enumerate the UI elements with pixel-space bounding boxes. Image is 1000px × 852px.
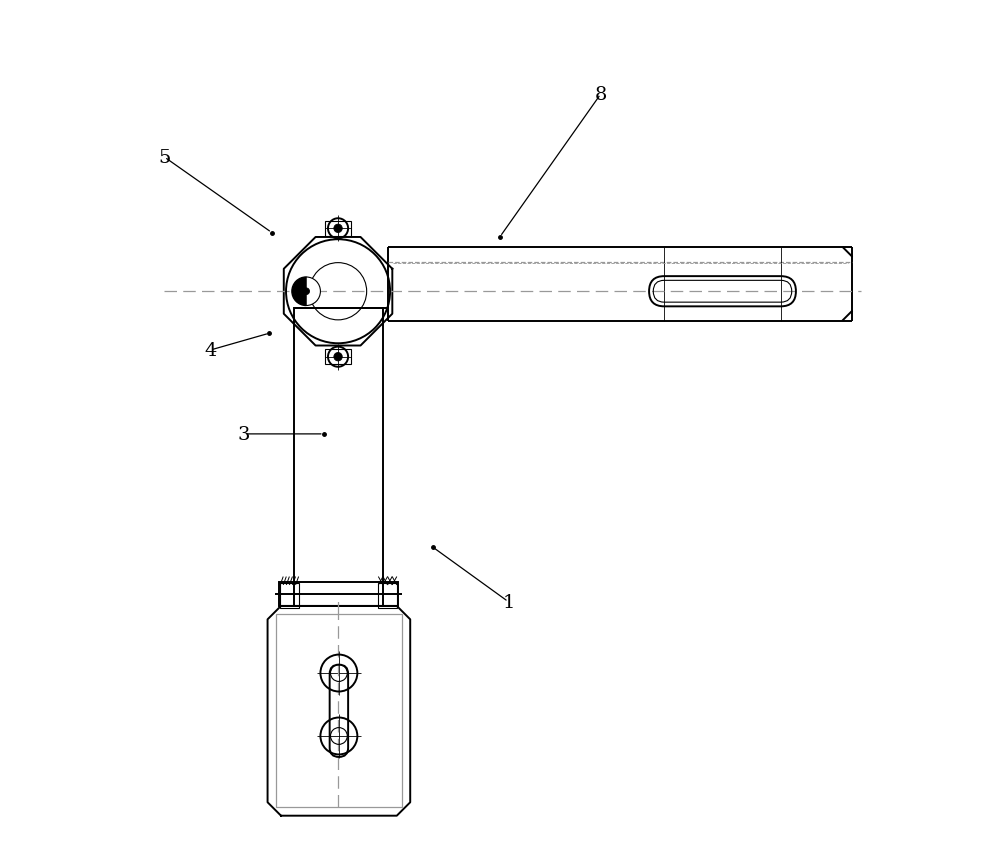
Bar — [325, 222, 351, 237]
Bar — [279, 583, 398, 606]
Text: 1: 1 — [502, 593, 515, 611]
Text: 8: 8 — [595, 86, 607, 104]
Text: 3: 3 — [238, 425, 250, 443]
Wedge shape — [306, 278, 320, 306]
Circle shape — [334, 225, 342, 233]
Bar — [294, 308, 383, 606]
Circle shape — [303, 289, 310, 296]
Circle shape — [334, 353, 342, 361]
Bar — [276, 614, 402, 808]
Bar — [325, 349, 351, 365]
Wedge shape — [292, 278, 306, 306]
Bar — [378, 584, 397, 607]
Text: 4: 4 — [204, 342, 217, 360]
Bar — [280, 584, 299, 607]
Text: 5: 5 — [158, 149, 171, 167]
